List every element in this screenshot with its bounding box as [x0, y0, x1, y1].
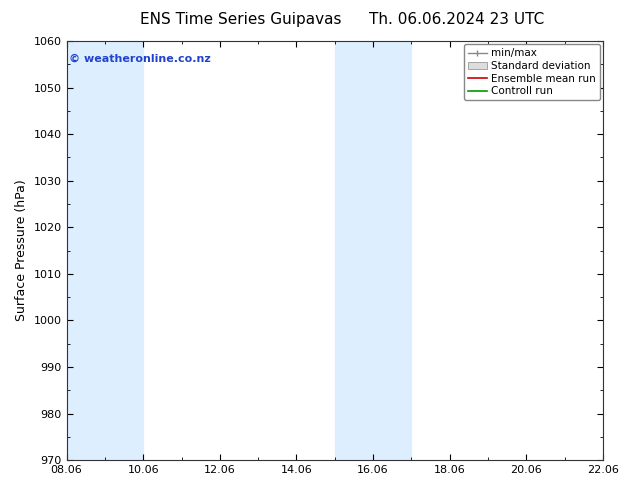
Text: ENS Time Series Guipavas: ENS Time Series Guipavas [140, 12, 342, 27]
Bar [335, 41, 411, 460]
Y-axis label: Surface Pressure (hPa): Surface Pressure (hPa) [15, 180, 28, 321]
Bar [603, 41, 634, 460]
Legend: min/max, Standard deviation, Ensemble mean run, Controll run: min/max, Standard deviation, Ensemble me… [464, 44, 600, 100]
Text: © weatheronline.co.nz: © weatheronline.co.nz [69, 53, 211, 64]
Text: Th. 06.06.2024 23 UTC: Th. 06.06.2024 23 UTC [369, 12, 544, 27]
Bar [67, 41, 143, 460]
